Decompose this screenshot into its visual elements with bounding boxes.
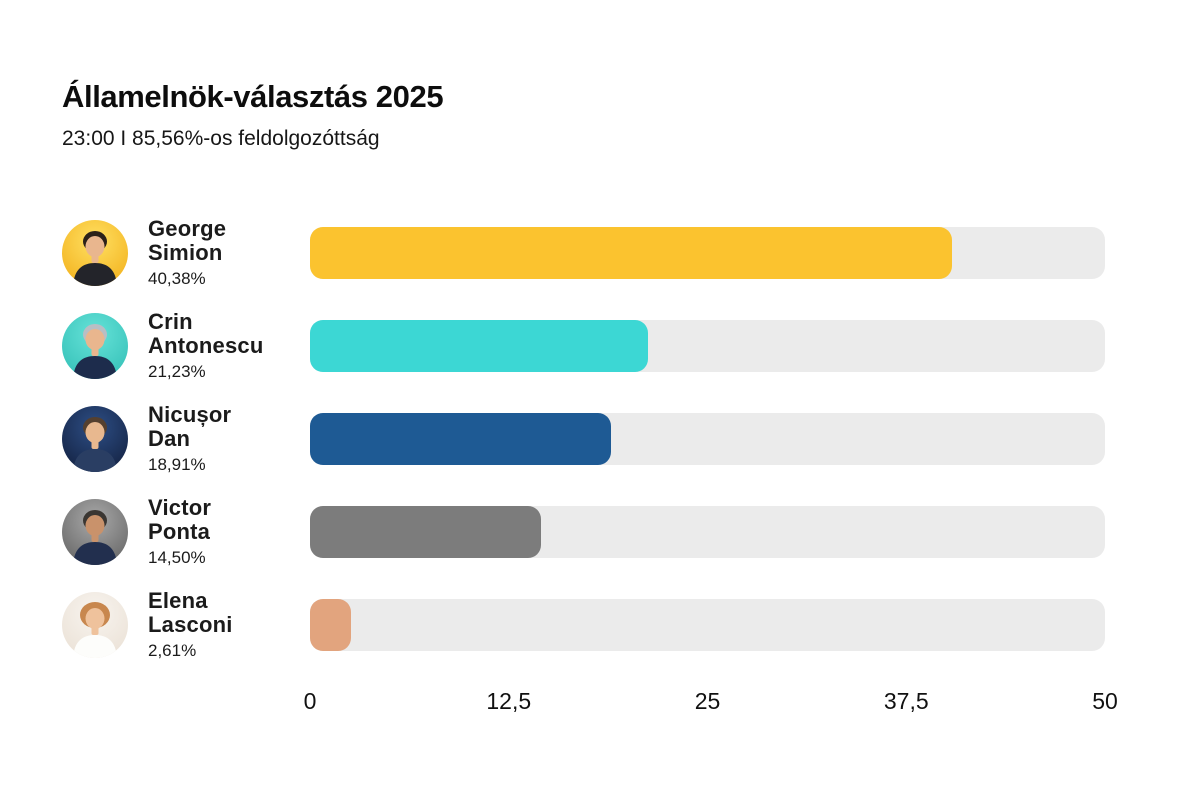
candidate-first-name: Crin (148, 308, 193, 334)
candidate-name: George Simion (148, 215, 310, 265)
bar-track (310, 319, 1105, 372)
bar-track (310, 505, 1105, 558)
person-photo-icon (73, 230, 117, 286)
candidate-label: Nicușor Dan 18,91% (128, 401, 310, 475)
avatar-face (85, 514, 105, 536)
candidate-last-name: Dan (148, 425, 191, 451)
avatar-neck (91, 531, 99, 542)
candidate-row: Nicușor Dan 18,91% (62, 392, 1105, 485)
candidate-first-name: George (148, 215, 227, 241)
candidate-last-name: Lasconi (148, 611, 233, 637)
avatar-face (85, 421, 105, 443)
x-axis-tick: 25 (694, 688, 721, 714)
candidate-row: George Simion 40,38% (62, 206, 1105, 299)
avatar-shoulders (73, 634, 117, 658)
candidate-first-name: Nicușor (148, 401, 232, 427)
x-axis-tick: 12,5 (486, 688, 532, 714)
bar-fill (310, 598, 352, 651)
person-photo-icon (73, 509, 117, 565)
chart-header: Államelnök-választás 2025 23:00 I 85,56%… (62, 79, 444, 151)
x-axis: 0 12,5 25 37,5 50 (304, 688, 1118, 718)
avatar-shoulders (73, 355, 117, 379)
candidate-name: Nicușor Dan (148, 401, 310, 451)
avatar-face (85, 328, 105, 350)
avatar-face (85, 235, 105, 257)
candidate-last-name: Ponta (148, 518, 211, 544)
chart-rows: George Simion 40,38% Crin Antonescu 21,2… (62, 206, 1105, 671)
x-axis-tick: 37,5 (883, 688, 929, 714)
person-photo-icon (73, 601, 117, 658)
candidate-first-name: Victor (148, 494, 212, 520)
candidate-name: Crin Antonescu (148, 308, 310, 358)
candidate-row: Crin Antonescu 21,23% (62, 299, 1105, 392)
candidate-label: Victor Ponta 14,50% (128, 494, 310, 568)
candidate-label: Elena Lasconi 2,61% (128, 587, 310, 661)
candidate-label: George Simion 40,38% (128, 215, 310, 289)
x-axis-tick: 0 (303, 688, 317, 714)
candidate-avatar (62, 591, 128, 658)
candidate-percent: 18,91% (148, 454, 206, 474)
candidate-last-name: Antonescu (148, 332, 264, 358)
bar-fill (310, 505, 541, 558)
candidate-percent: 2,61% (148, 640, 197, 660)
avatar-shoulders (73, 541, 117, 565)
candidate-avatar (62, 498, 128, 565)
avatar-shoulders (73, 448, 117, 472)
person-photo-icon (73, 416, 117, 472)
candidate-first-name: Elena (148, 587, 208, 613)
avatar-shoulders (73, 262, 117, 286)
bar-fill (310, 412, 611, 465)
avatar-neck (91, 345, 99, 356)
x-axis-tick: 50 (1092, 688, 1118, 714)
candidate-avatar (62, 312, 128, 379)
bar-fill (310, 226, 953, 279)
avatar-neck (91, 624, 99, 635)
bar-track (310, 598, 1105, 651)
candidate-percent: 40,38% (148, 268, 206, 288)
candidate-percent: 21,23% (148, 361, 206, 381)
candidate-row: Victor Ponta 14,50% (62, 485, 1105, 578)
bar-track (310, 412, 1105, 465)
candidate-avatar (62, 219, 128, 286)
bar-track (310, 226, 1105, 279)
candidate-name: Elena Lasconi (148, 587, 310, 637)
candidate-label: Crin Antonescu 21,23% (128, 308, 310, 382)
candidate-avatar (62, 405, 128, 472)
avatar-neck (91, 252, 99, 263)
candidate-row: Elena Lasconi 2,61% (62, 578, 1105, 671)
page-title: Államelnök-választás 2025 (62, 79, 444, 114)
candidate-last-name: Simion (148, 239, 223, 265)
chart-subtitle: 23:00 I 85,56%-os feldolgozóttság (62, 127, 380, 151)
candidate-percent: 14,50% (148, 547, 206, 567)
candidate-name: Victor Ponta (148, 494, 310, 544)
avatar-face (85, 607, 105, 629)
person-photo-icon (73, 323, 117, 379)
avatar-neck (91, 438, 99, 449)
bar-fill (310, 319, 648, 372)
